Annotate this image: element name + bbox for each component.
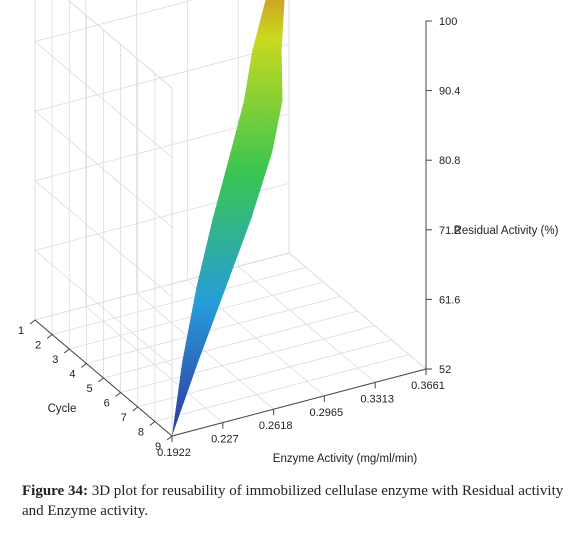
floor-grid-line bbox=[86, 296, 341, 364]
caption-text: 3D plot for reusability of immobilized c… bbox=[22, 483, 564, 519]
y-tick bbox=[81, 363, 87, 368]
back-grid-line bbox=[34, 43, 290, 112]
chart-svg: 0.19220.2270.26180.29650.33130.366112345… bbox=[18, 0, 559, 465]
side-grid-line bbox=[67, 0, 173, 89]
back-grid-line bbox=[34, 252, 290, 321]
floor-grid-line bbox=[52, 267, 307, 335]
y-tick-label: 6 bbox=[104, 398, 110, 410]
y-tick bbox=[115, 392, 121, 397]
floor-grid-line bbox=[154, 354, 409, 422]
x-tick-label: 0.2618 bbox=[259, 420, 293, 432]
z-tick-label: 71.2 bbox=[439, 225, 460, 237]
z-axis-label: Residual Activity (%) bbox=[454, 225, 559, 237]
y-tick-label: 2 bbox=[35, 340, 41, 352]
caption-label: Figure 34: bbox=[22, 483, 88, 499]
y-tick bbox=[149, 421, 156, 426]
x-tick-label: 0.2965 bbox=[310, 407, 344, 419]
y-tick bbox=[166, 435, 173, 441]
y-tick-label: 7 bbox=[121, 412, 127, 424]
x-tick-label: 0.1922 bbox=[157, 447, 191, 459]
side-grid-line bbox=[34, 250, 173, 367]
floor-grid-line bbox=[120, 325, 375, 393]
z-tick-label: 80.8 bbox=[439, 155, 460, 167]
x-tick-label: 0.3313 bbox=[360, 393, 394, 405]
floor-grid-line bbox=[103, 310, 358, 379]
x-axis-label: Enzyme Activity (mg/ml/min) bbox=[273, 453, 418, 465]
x-axis-line bbox=[171, 368, 427, 437]
y-tick bbox=[132, 406, 139, 412]
side-grid-line bbox=[34, 180, 173, 298]
x-tick-label: 0.3661 bbox=[411, 380, 445, 392]
y-tick-label: 9 bbox=[155, 441, 161, 453]
y-tick-label: 1 bbox=[18, 325, 24, 337]
z-tick-label: 52 bbox=[439, 364, 451, 376]
back-grid-line bbox=[34, 0, 195, 42]
z-tick-label: 61.6 bbox=[439, 294, 460, 306]
y-axis-label: Cycle bbox=[48, 403, 77, 415]
figure-caption: Figure 34: 3D plot for reusability of im… bbox=[22, 481, 582, 521]
surface-plot-3d: 0.1922 0.227 0.2618 0.2965 0.3313 0.3661 1 2 3 4 5… bbox=[18, 0, 559, 465]
y-tick bbox=[98, 377, 104, 383]
y-tick bbox=[46, 334, 53, 339]
y-tick-label: 3 bbox=[52, 354, 58, 366]
y-tick bbox=[29, 319, 36, 325]
side-grid-line bbox=[34, 41, 173, 158]
y-tick bbox=[63, 348, 70, 354]
response-surface bbox=[172, 0, 285, 436]
x-tick-label: 0.227 bbox=[211, 434, 239, 446]
z-tick-label: 90.4 bbox=[439, 86, 460, 98]
y-tick-label: 5 bbox=[86, 383, 92, 395]
y-tick-label: 4 bbox=[69, 369, 75, 381]
z-tick-label: 100 bbox=[439, 16, 457, 28]
y-tick-label: 8 bbox=[138, 427, 144, 439]
side-grid-line bbox=[34, 110, 173, 228]
